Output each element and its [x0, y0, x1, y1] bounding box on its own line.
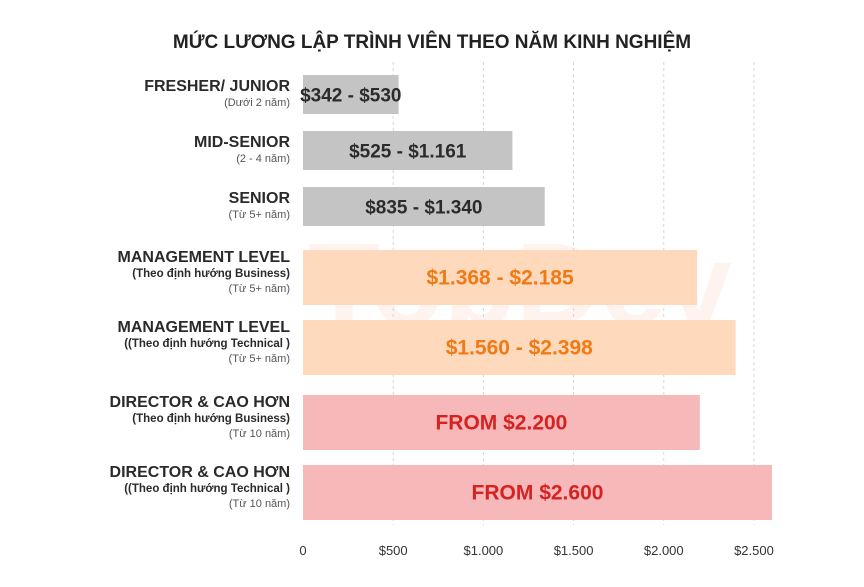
x-tick-label: $2.000: [644, 543, 684, 558]
bar: [303, 131, 513, 170]
category-label: SENIOR: [229, 190, 291, 207]
bar: [303, 75, 399, 114]
category-labels: FRESHER/ JUNIOR (Dưới 2 năm) MID-SENIOR (2 …: [110, 78, 291, 510]
category-label: DIRECTOR & CAO HƠN: [110, 394, 290, 411]
bar: [303, 187, 545, 226]
category-label: DIRECTOR & CAO HƠN: [110, 464, 290, 481]
bar: [303, 395, 700, 450]
x-tick-label: $1.500: [554, 543, 594, 558]
category-sublabel: (Theo định hướng Business): [132, 268, 290, 280]
chart-title: MỨC LƯƠNG LẬP TRÌNH VIÊN THEO NĂM KINH N…: [173, 31, 691, 53]
category-label: MANAGEMENT LEVEL: [118, 319, 291, 336]
bar-value-label: $1.560 - $2.398: [446, 337, 593, 360]
bar-value-label: $1.368 - $2.185: [427, 267, 574, 290]
category-note: (Từ 10 năm): [229, 498, 290, 510]
bar-value-label: $525 - $1.161: [349, 142, 467, 163]
category-note: (Dưới 2 năm): [224, 97, 290, 109]
category-note: (Từ 5+ năm): [229, 209, 290, 221]
category-note: (Từ 10 năm): [229, 428, 290, 440]
x-tick-label: $500: [379, 543, 408, 558]
category-note: (2 - 4 năm): [236, 153, 290, 165]
bars-group: $342 - $530 $525 - $1.161 $835 - $1.340 $1.…: [300, 75, 772, 520]
category-note: (Từ 5+ năm): [229, 353, 290, 365]
x-tick-label: $1.000: [464, 543, 504, 558]
bar: [303, 465, 772, 520]
bar-value-label: FROM $2.200: [435, 412, 567, 435]
category-sublabel: ((Theo định hướng Technical ): [124, 338, 290, 350]
category-label: MID-SENIOR: [194, 134, 290, 151]
x-tick-label: $2.500: [734, 543, 774, 558]
bar-value-label: FROM $2.600: [472, 482, 604, 505]
bar: [303, 250, 698, 305]
category-sublabel: (Theo định hướng Business): [132, 413, 290, 425]
x-axis-ticks: 0 $500 $1.000 $1.500 $2.000 $2.500: [299, 543, 773, 558]
bar-value-label: $342 - $530: [300, 86, 401, 107]
bar: [303, 320, 736, 375]
bar-value-label: $835 - $1.340: [365, 198, 482, 219]
category-label: MANAGEMENT LEVEL: [118, 249, 291, 266]
category-sublabel: ((Theo định hướng Technical ): [124, 483, 290, 495]
x-tick-label: 0: [299, 543, 306, 558]
category-note: (Từ 5+ năm): [229, 283, 290, 295]
category-label: FRESHER/ JUNIOR: [144, 78, 290, 95]
